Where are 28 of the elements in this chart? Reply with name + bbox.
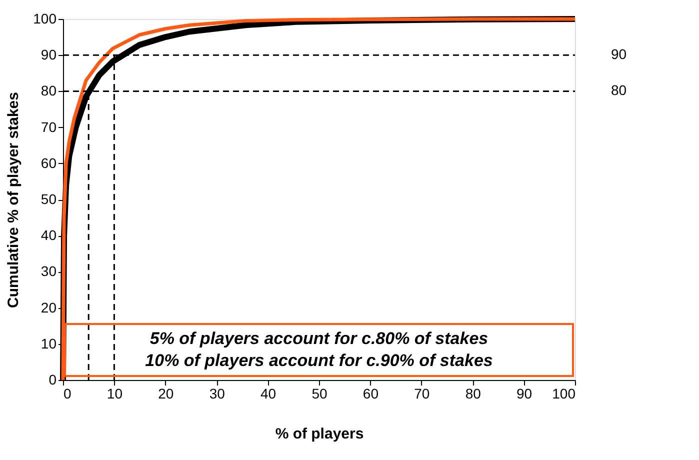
x-tick-label: 60 — [362, 386, 379, 402]
y-tick-label: 0 — [48, 372, 57, 388]
y-tick-label: 60 — [40, 154, 57, 171]
x-tick-label: 100 — [552, 386, 576, 402]
y-tick-label: 100 — [33, 10, 57, 26]
x-tick-label: 70 — [414, 386, 430, 402]
y-axis-title: Cumulative % of player stakes — [5, 92, 22, 308]
x-tick-label: 20 — [158, 386, 174, 402]
y-tick-label: 10 — [40, 335, 57, 352]
x-tick-label: 10 — [106, 386, 123, 402]
x-tick-label: 40 — [260, 386, 276, 402]
x-tick-label: 50 — [312, 386, 328, 402]
y-tick-label: 50 — [40, 191, 57, 207]
y-tick-label: 30 — [40, 263, 57, 280]
y-tick-label: 70 — [40, 118, 57, 135]
x-tick-label: 30 — [209, 386, 226, 402]
x-tick-label: 90 — [516, 386, 532, 402]
ref-line-label: 80 — [611, 82, 627, 98]
annotation: 5% of players account for c.80% of stakes — [150, 329, 488, 348]
annotation: 10% of players account for c.90% of stakes — [145, 351, 493, 370]
x-tick-label: 80 — [465, 386, 482, 402]
y-tick-label: 20 — [40, 299, 57, 316]
ref-line-label: 90 — [611, 46, 627, 62]
x-tick-label: 0 — [64, 386, 72, 402]
y-tick-label: 90 — [40, 46, 57, 63]
y-tick-label: 40 — [40, 227, 57, 244]
y-tick-label: 80 — [40, 82, 57, 99]
x-axis-title: % of players — [275, 426, 364, 442]
